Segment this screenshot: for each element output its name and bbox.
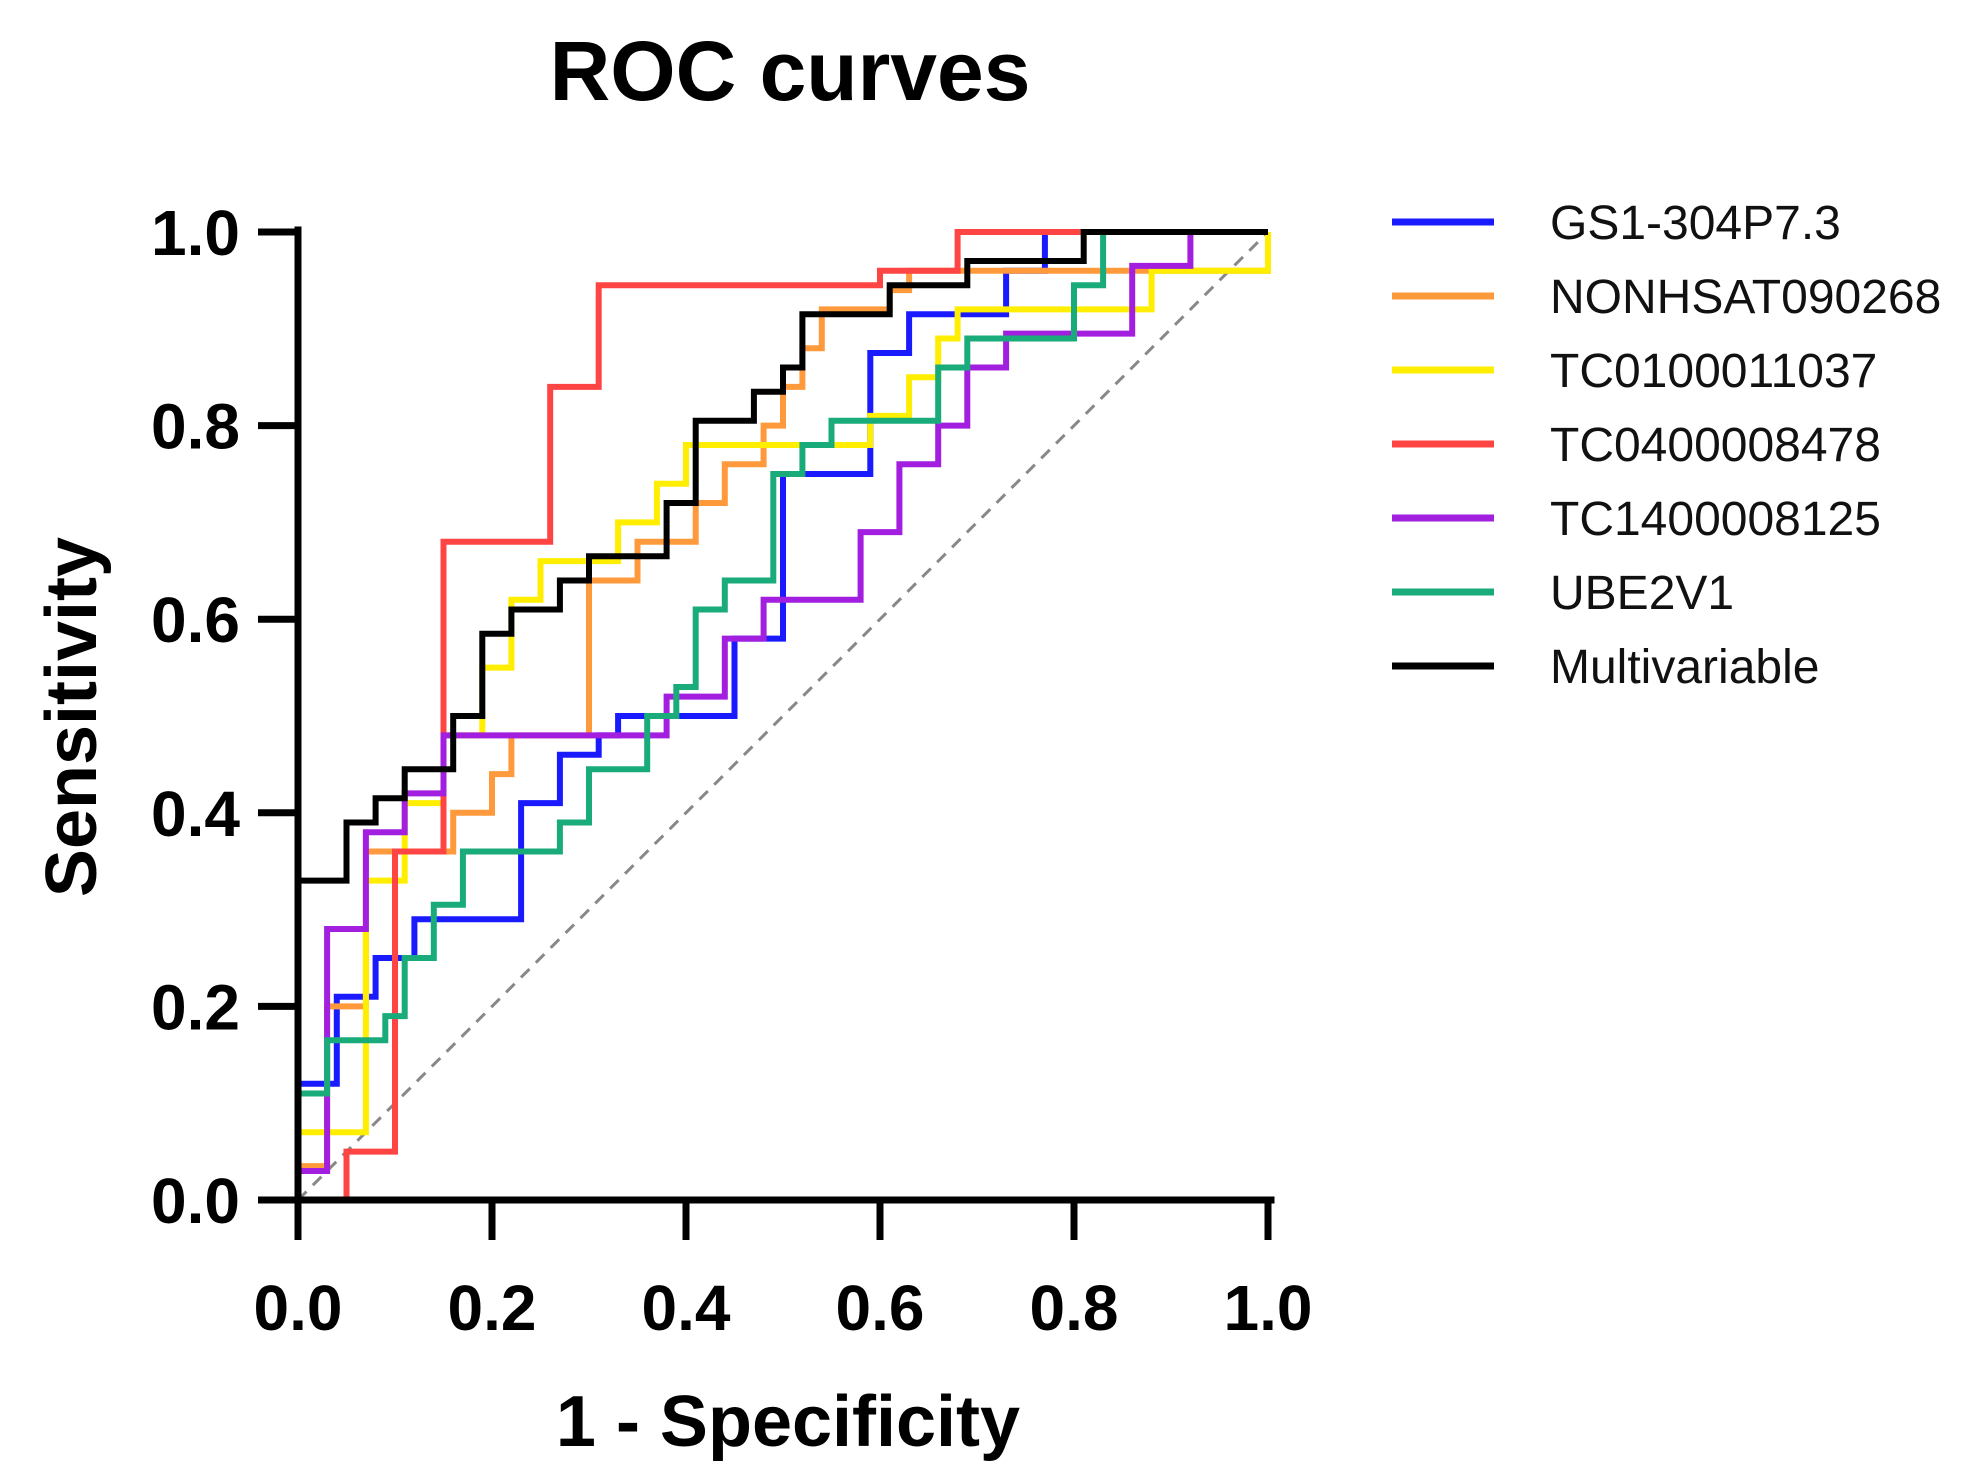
series-line-6	[298, 229, 1268, 1097]
y-tick-label: 0.2	[151, 971, 240, 1043]
chart-title: ROC curves	[550, 24, 1031, 118]
series-line-5	[298, 229, 1268, 1174]
y-tick-label: 0.4	[151, 778, 240, 850]
series-line-7	[298, 229, 1268, 884]
plot-area	[296, 229, 1271, 1203]
x-tick-label: 0.2	[448, 1272, 537, 1344]
y-tick-label: 0.8	[151, 391, 240, 463]
x-tick-label: 0.8	[1030, 1272, 1119, 1344]
legend-label-3: TC0100011037	[1550, 345, 1877, 398]
y-tick-label: 0.6	[151, 584, 240, 656]
x-tick-label: 0.6	[836, 1272, 925, 1344]
legend-label-5: TC1400008125	[1550, 493, 1881, 546]
legend-label-1: GS1-304P7.3	[1550, 197, 1841, 250]
reference-diagonal-line	[296, 230, 1270, 1202]
y-axis-label: Sensitivity	[32, 537, 112, 897]
axes: 0.0 0.2 0.4 0.6 0.8 1.0 0.0 0.2 0.4 0.6 0.8 1.0	[151, 197, 1312, 1344]
legend-label-7: Multivariable	[1550, 641, 1819, 694]
legend: GS1-304P7.3 NONHSAT090268 TC0100011037 TC04…	[1392, 197, 1941, 694]
x-axis-label: 1 - Specificity	[556, 1382, 1020, 1462]
y-tick-label: 1.0	[151, 197, 240, 269]
legend-label-6: UBE2V1	[1550, 567, 1734, 620]
legend-label-4: TC0400008478	[1550, 419, 1881, 472]
x-tick-label: 0.4	[642, 1272, 731, 1344]
x-tick-label: 1.0	[1224, 1272, 1313, 1344]
x-tick-label: 0.0	[254, 1272, 343, 1344]
series-line-4	[298, 229, 1268, 1203]
y-tick-label: 0.0	[151, 1165, 240, 1237]
legend-label-2: NONHSAT090268	[1550, 271, 1941, 324]
